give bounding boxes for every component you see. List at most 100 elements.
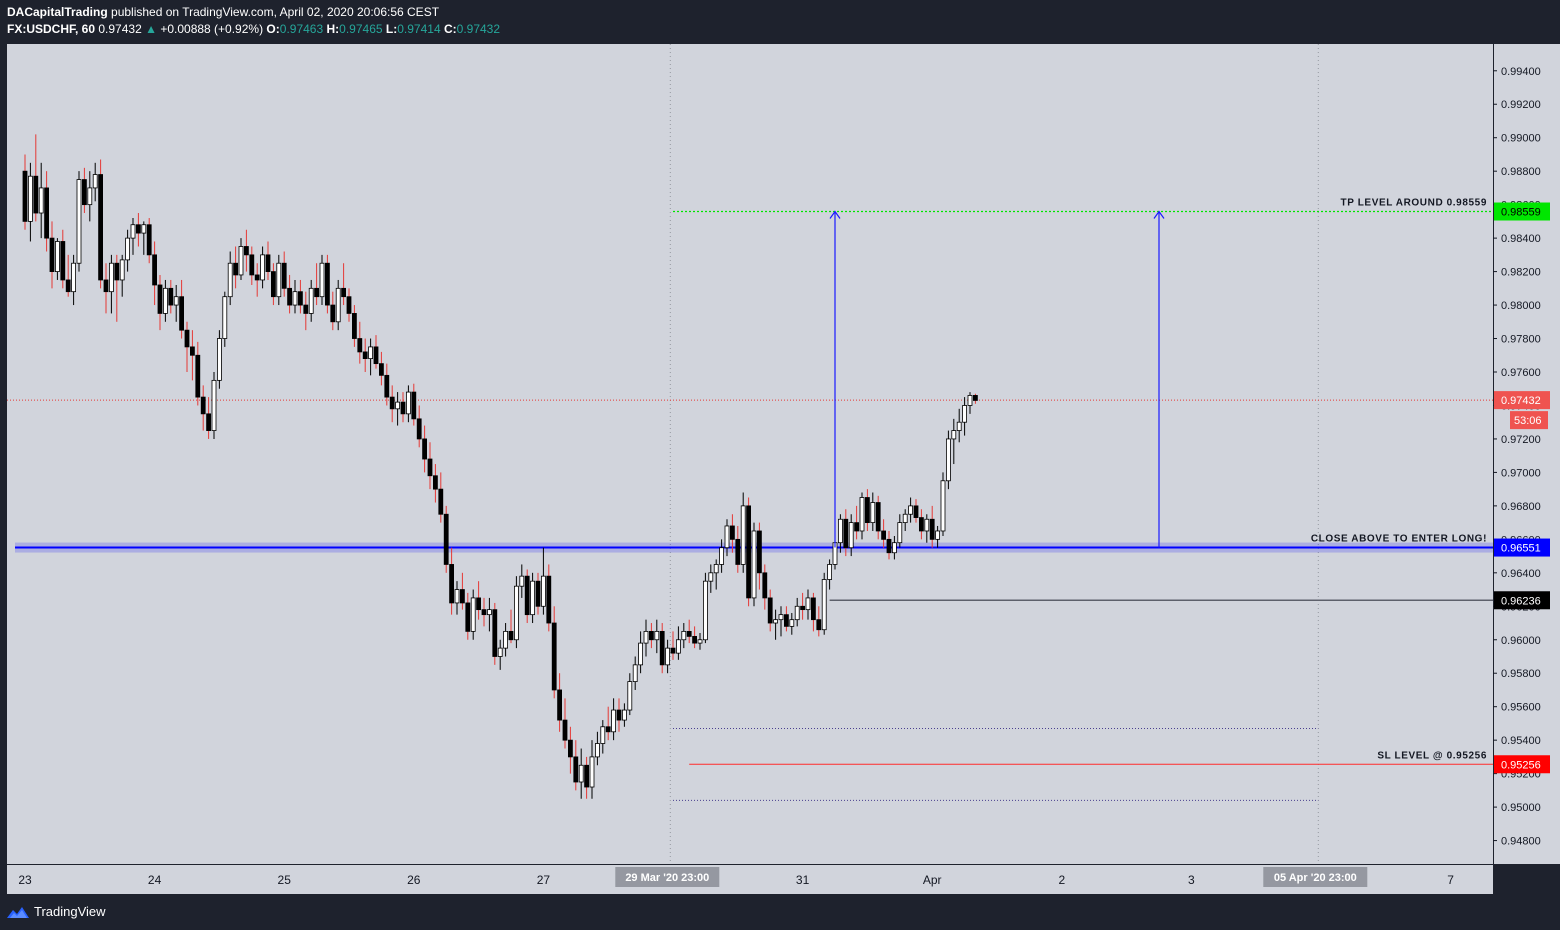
candle-body[interactable] <box>800 605 805 611</box>
candle-body[interactable] <box>55 241 60 272</box>
candle-body[interactable] <box>622 709 627 721</box>
candle-body[interactable] <box>141 224 147 234</box>
candle-body[interactable] <box>378 363 384 376</box>
candle-body[interactable] <box>276 262 282 298</box>
candle-body[interactable] <box>649 630 654 641</box>
candle-body[interactable] <box>71 262 76 293</box>
candle-body[interactable] <box>265 254 271 272</box>
candle-body[interactable] <box>595 743 600 758</box>
candle-body[interactable] <box>946 438 951 482</box>
candle-body[interactable] <box>697 639 703 644</box>
candle-body[interactable] <box>459 589 465 604</box>
candle-body[interactable] <box>692 636 697 644</box>
author-name[interactable]: DACapitalTrading <box>7 5 108 19</box>
candle-body[interactable] <box>303 304 309 314</box>
candle-body[interactable] <box>562 719 568 741</box>
candle-body[interactable] <box>92 174 98 189</box>
candle-body[interactable] <box>400 401 406 415</box>
candle-body[interactable] <box>292 291 298 306</box>
candle-body[interactable] <box>449 564 455 604</box>
entry-price-tag[interactable]: 0.96551 <box>1494 538 1550 557</box>
candle-body[interactable] <box>573 756 579 783</box>
candle-body[interactable] <box>179 296 185 331</box>
candle-body[interactable] <box>746 505 751 599</box>
candle-body[interactable] <box>443 513 449 565</box>
candle-body[interactable] <box>249 254 255 276</box>
candle-body[interactable] <box>514 585 519 641</box>
candle-body[interactable] <box>773 619 778 624</box>
candle-body[interactable] <box>65 279 71 293</box>
candle-body[interactable] <box>130 224 136 239</box>
candle-body[interactable] <box>967 395 973 406</box>
candle-body[interactable] <box>751 530 757 599</box>
candle-body[interactable] <box>676 639 681 654</box>
time-marker[interactable]: 05 Apr '20 23:00 <box>1263 867 1368 887</box>
candle-body[interactable] <box>27 175 33 222</box>
candle-body[interactable] <box>270 271 276 298</box>
candle-body[interactable] <box>816 619 822 631</box>
candle-body[interactable] <box>805 597 811 611</box>
candle-body[interactable] <box>341 287 347 298</box>
candle-body[interactable] <box>314 287 320 298</box>
candle-body[interactable] <box>486 609 492 616</box>
candle-body[interactable] <box>195 354 201 398</box>
candle-body[interactable] <box>405 391 411 415</box>
candle-body[interactable] <box>508 630 514 641</box>
candle-body[interactable] <box>184 329 190 348</box>
candle-body[interactable] <box>476 597 482 611</box>
candle-body[interactable] <box>935 530 940 540</box>
candle-body[interactable] <box>541 575 546 607</box>
candle-body[interactable] <box>730 525 735 540</box>
candle-body[interactable] <box>281 262 287 289</box>
candle-body[interactable] <box>44 187 49 239</box>
candle-body[interactable] <box>357 338 363 353</box>
candle-body[interactable] <box>173 296 179 306</box>
candle-body[interactable] <box>368 346 374 360</box>
candle-body[interactable] <box>114 262 120 281</box>
candle-body[interactable] <box>216 338 222 381</box>
candle-body[interactable] <box>724 525 730 549</box>
candle-body[interactable] <box>973 395 978 401</box>
candle-body[interactable] <box>551 622 557 691</box>
candle-body[interactable] <box>146 224 152 256</box>
candle-body[interactable] <box>719 547 724 565</box>
candle-body[interactable] <box>206 413 212 431</box>
candle-body[interactable] <box>865 497 870 524</box>
tp-price-tag[interactable]: 0.98559 <box>1494 202 1550 221</box>
candle-body[interactable] <box>465 602 471 632</box>
candle-body[interactable] <box>470 597 476 632</box>
candle-body[interactable] <box>103 279 109 293</box>
candle-body[interactable] <box>762 572 768 599</box>
candle-body[interactable] <box>438 488 444 515</box>
candle-body[interactable] <box>686 630 692 637</box>
candle-body[interactable] <box>757 530 762 574</box>
candle-body[interactable] <box>584 764 589 788</box>
candle-body[interactable] <box>962 405 967 423</box>
candle-body[interactable] <box>784 614 789 627</box>
candle-body[interactable] <box>119 259 125 281</box>
candle-body[interactable] <box>395 401 401 410</box>
candle-body[interactable] <box>319 262 325 298</box>
candle-body[interactable] <box>432 475 438 490</box>
candle-body[interactable] <box>189 346 195 356</box>
candle-body[interactable] <box>654 630 660 641</box>
candle-body[interactable] <box>152 254 158 286</box>
candle-body[interactable] <box>638 642 643 666</box>
candle-body[interactable] <box>519 575 525 587</box>
sl-price-tag[interactable]: 0.95256 <box>1494 755 1550 774</box>
candle-body[interactable] <box>643 630 649 644</box>
candle-body[interactable] <box>794 605 800 621</box>
candle-body[interactable] <box>162 287 168 314</box>
candle-body[interactable] <box>33 175 39 214</box>
candle-body[interactable] <box>605 726 611 733</box>
candle-body[interactable] <box>168 287 174 306</box>
candle-body[interactable] <box>659 630 665 666</box>
candle-body[interactable] <box>530 580 535 616</box>
candle-body[interactable] <box>200 396 206 415</box>
candle-body[interactable] <box>76 179 82 264</box>
candle-body[interactable] <box>254 274 260 281</box>
candle-body[interactable] <box>568 739 573 758</box>
candle-body[interactable] <box>422 438 428 460</box>
candle-body[interactable] <box>535 580 541 607</box>
candle-body[interactable] <box>373 346 379 365</box>
